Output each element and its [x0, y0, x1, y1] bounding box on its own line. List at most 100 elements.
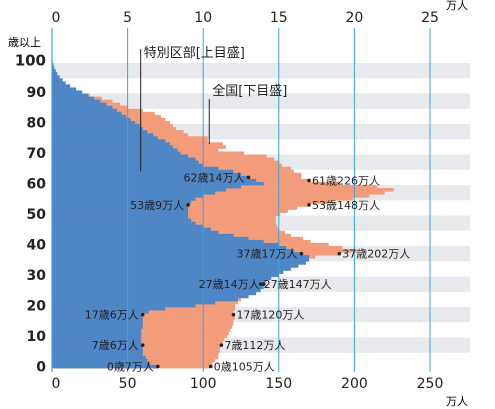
- y-tick-label-0: 0: [36, 359, 46, 375]
- ward-bar-age-24: [52, 291, 257, 296]
- annotation-label: 53歳9万人: [130, 199, 184, 212]
- ward-bar-age-13: [52, 325, 143, 329]
- ward-bar-age-48: [52, 218, 192, 223]
- top-tick-label-10: 10: [194, 10, 212, 26]
- ward-bar-age-27: [52, 282, 264, 287]
- ward-bar-age-47: [52, 221, 196, 226]
- ward-bar-age-58: [52, 188, 226, 192]
- annotation-dot: [246, 175, 251, 180]
- annotation-3: 27歳147万人: [258, 278, 332, 291]
- annotation-label: 37歳17万人: [236, 248, 297, 261]
- annotation-dot: [231, 312, 236, 317]
- bottom-tick-label-50: 50: [119, 376, 137, 392]
- y-tick-label-60: 60: [27, 177, 47, 193]
- annotation-dot: [140, 312, 145, 317]
- annotation-label: 17歳120万人: [236, 309, 304, 322]
- y-tick-label-40: 40: [27, 237, 47, 253]
- ward-bar-age-31: [52, 270, 284, 274]
- y-tick-label-30: 30: [27, 268, 47, 284]
- series-label-leaders: [140, 49, 210, 172]
- ward-bar-age-68: [52, 157, 196, 162]
- top-tick-label-5: 5: [123, 10, 132, 26]
- ward-bar-age-26: [52, 285, 264, 290]
- ward-bar-age-98: [52, 66, 55, 70]
- ward-bar-age-90: [52, 90, 83, 94]
- ward-bar-age-99: [52, 63, 54, 67]
- ward-bar-age-39: [52, 246, 287, 250]
- y-tick-label-80: 80: [27, 116, 47, 132]
- y-tick-label-50: 50: [27, 207, 47, 223]
- ward-bar-age-55: [52, 197, 196, 201]
- annotation-dot: [140, 343, 145, 347]
- age-band-9: [52, 63, 470, 79]
- ward-bar-age-70: [52, 151, 181, 155]
- ward-bar-age-88: [52, 96, 95, 101]
- annotation-label: 53歳148万人: [312, 199, 380, 212]
- annotation-label: 27歳147万人: [264, 278, 332, 291]
- national-series-label: 全国[下目盛]: [212, 83, 287, 99]
- annotation-12: 7歳6万人: [92, 339, 145, 352]
- ward-bar-age-38: [52, 249, 294, 253]
- ward-bar-age-5: [52, 349, 143, 354]
- y-tick-label-10: 10: [27, 329, 47, 345]
- bottom-axis-unit: 万人: [446, 395, 468, 408]
- ward-bar-age-65: [52, 166, 219, 171]
- ward-bar-age-0: [52, 364, 158, 369]
- ward-bar-age-41: [52, 239, 264, 244]
- annotation-7: 62歳14万人: [184, 171, 251, 184]
- ward-bar-age-2: [52, 358, 148, 363]
- ward-bar-age-54: [52, 200, 192, 204]
- ward-bar-age-64: [52, 169, 234, 174]
- national-bar-age-55: [52, 197, 353, 201]
- ward-bar-age-94: [52, 78, 63, 82]
- ward-bar-age-22: [52, 297, 238, 302]
- bottom-tick-label-250: 250: [417, 376, 444, 392]
- annotation-label: 7歳112万人: [224, 339, 285, 352]
- ward-bar-age-59: [52, 185, 241, 189]
- ward-bar-age-6: [52, 346, 143, 351]
- ward-bar-age-19: [52, 307, 166, 311]
- annotation-dot: [307, 203, 311, 207]
- annotation-label: 27歳14万人: [199, 278, 260, 291]
- ward-bar-age-10: [52, 334, 142, 338]
- ward-bar-age-51: [52, 209, 189, 213]
- ward-bar-age-84: [52, 108, 118, 113]
- ward-bar-age-61: [52, 178, 257, 183]
- bottom-tick-label-100: 100: [190, 376, 217, 392]
- ward-bar-age-7: [52, 343, 143, 348]
- annotation-2: 37歳202万人: [337, 248, 410, 261]
- ward-bar-age-30: [52, 273, 279, 277]
- ward-bar-age-14: [52, 322, 143, 326]
- ward-bar-age-28: [52, 279, 266, 284]
- y-tick-label-20: 20: [27, 298, 47, 314]
- ward-bar-age-3: [52, 355, 146, 360]
- ward-bar-age-73: [52, 142, 170, 146]
- ward-bar-age-67: [52, 160, 199, 165]
- ward-bar-age-49: [52, 215, 189, 219]
- ward-bar-age-86: [52, 102, 107, 107]
- ward-bar-age-63: [52, 172, 241, 177]
- ward-bar-age-50: [52, 212, 189, 216]
- ward-bar-age-37: [52, 252, 302, 256]
- ward-series-label: 特別区部[上目盛]: [144, 46, 245, 61]
- ward-bar-age-42: [52, 236, 249, 241]
- ward-bar-age-72: [52, 145, 173, 149]
- national-bar-age-54: [52, 200, 332, 204]
- ward-bar-age-35: [52, 258, 310, 262]
- ward-bar-age-76: [52, 133, 154, 137]
- annotation-label: 0歳105万人: [214, 360, 275, 373]
- annotation-dot: [337, 251, 342, 256]
- annotation-dot: [219, 343, 224, 347]
- ward-bar-age-40: [52, 242, 279, 247]
- ward-bar-age-80: [52, 120, 136, 125]
- ward-bar-age-18: [52, 310, 149, 314]
- ward-bar-age-11: [52, 331, 142, 335]
- ward-bar-age-53: [52, 203, 189, 207]
- ward-bar-age-62: [52, 175, 249, 180]
- ward-bar-age-77: [52, 130, 148, 134]
- annotation-dot: [299, 251, 304, 256]
- top-tick-label-0: 0: [52, 10, 61, 26]
- ward-bar-age-83: [52, 111, 122, 116]
- top-axis-unit: 万人: [446, 0, 468, 12]
- ward-bar-age-79: [52, 124, 140, 128]
